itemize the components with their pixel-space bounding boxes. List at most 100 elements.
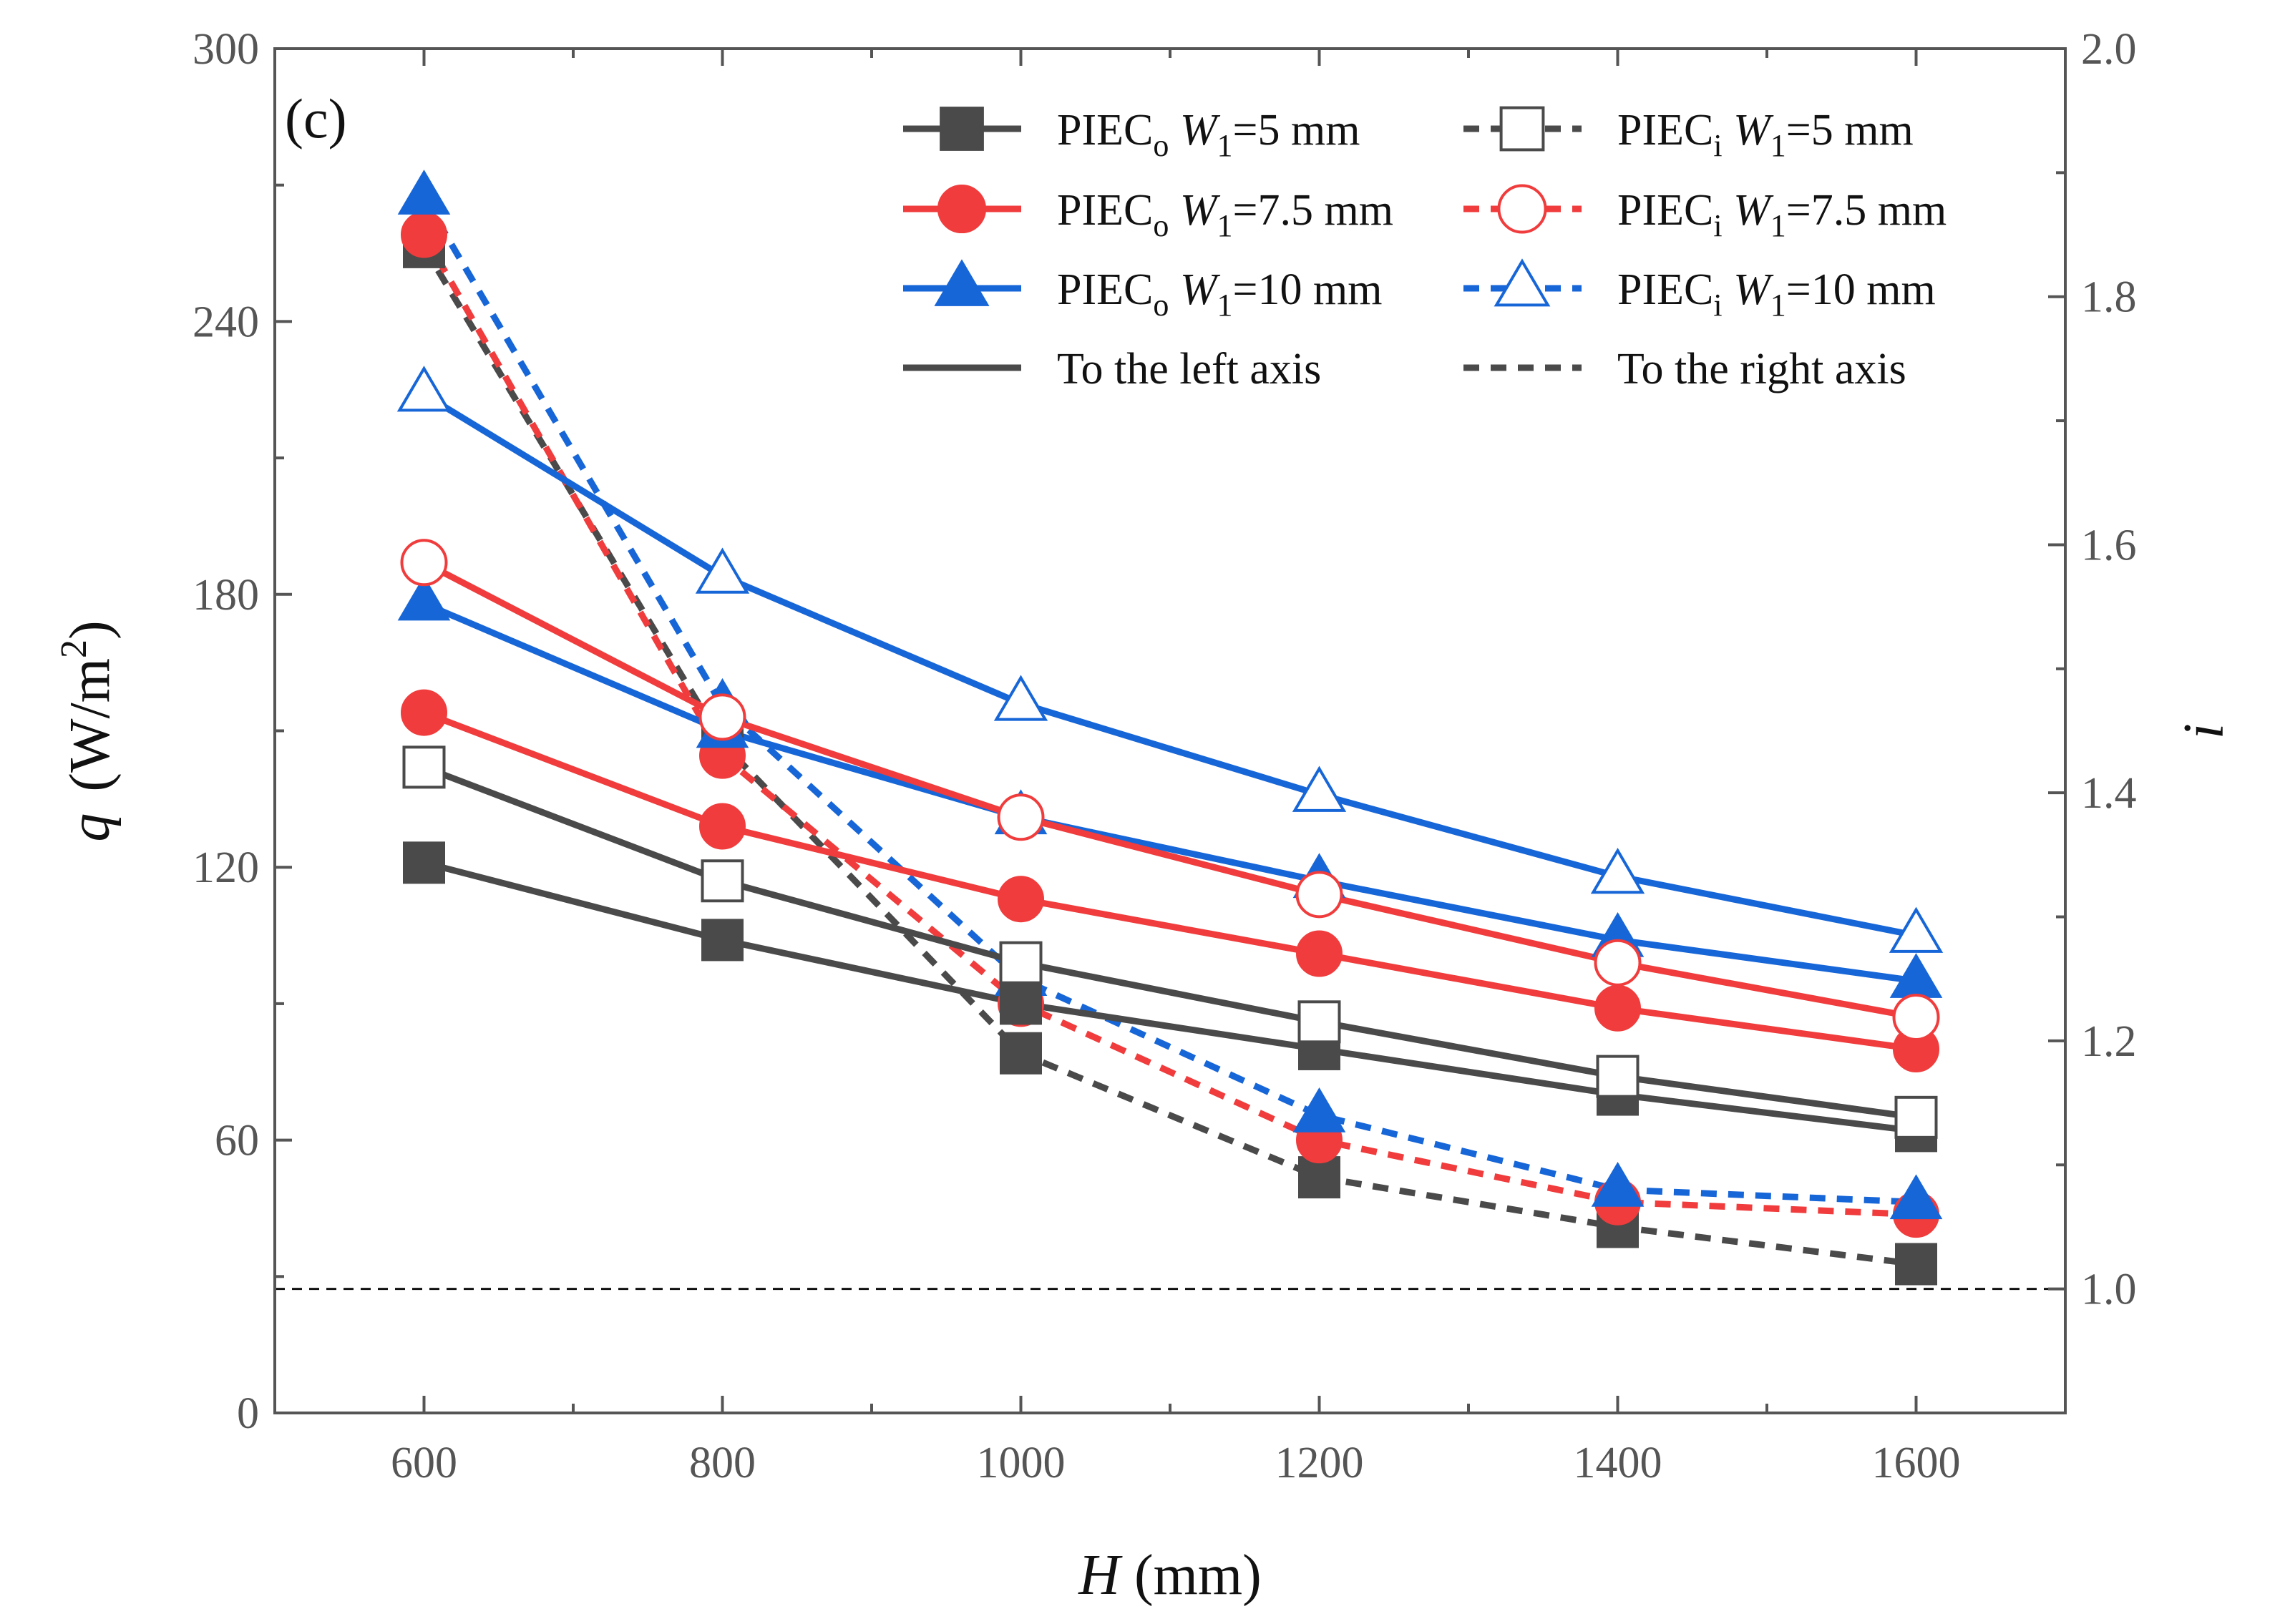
- series-line: [421, 195, 1916, 1205]
- x-tick-label: 1400: [1574, 1439, 1662, 1487]
- legend-label-part: i: [1713, 128, 1722, 163]
- y-axis-left-title: q(W/m2): [54, 620, 122, 841]
- legend-label-part: PIEC: [1057, 265, 1153, 314]
- y-left-tick-label: 0: [237, 1389, 259, 1438]
- legend-label-part: [1169, 265, 1180, 314]
- data-point: [701, 859, 744, 903]
- legend-label: PIECo W1=7.5 mm: [1057, 186, 1393, 243]
- legend-label-part: [1169, 106, 1180, 155]
- legend-label-part: 1: [1217, 128, 1233, 163]
- legend-label-part: 1: [1770, 288, 1786, 323]
- y-axis-right-title: i: [2173, 723, 2236, 739]
- plot-area: [275, 49, 2065, 1413]
- y-left-tick-label: 120: [193, 843, 259, 892]
- data-point: [993, 675, 1048, 721]
- data-point: [401, 211, 447, 258]
- series-line: [422, 709, 1917, 1052]
- legend-label-part: PIEC: [1617, 265, 1713, 314]
- data-point: [403, 841, 445, 884]
- legend-label-part: o: [1153, 128, 1169, 163]
- legend-label-part: i: [1713, 208, 1722, 243]
- x-tick-label: 1000: [977, 1439, 1066, 1487]
- legend-marker: [1497, 184, 1547, 234]
- data-point: [699, 803, 746, 850]
- legend-label: To the left axis: [1057, 345, 1321, 393]
- data-point: [1298, 1156, 1340, 1199]
- data-point: [1295, 871, 1343, 919]
- legend-label-part: W: [1180, 265, 1221, 314]
- series-line: [422, 764, 1917, 1121]
- x-axis-title: H (mm): [1078, 1544, 1262, 1607]
- data-point: [1590, 847, 1645, 894]
- legend-label-part: 1: [1770, 208, 1786, 243]
- data-point: [400, 539, 448, 587]
- data-point: [1591, 1161, 1645, 1207]
- data-point: [698, 693, 746, 741]
- legend-marker: [937, 184, 987, 234]
- y-left-tick-label: 60: [215, 1117, 259, 1165]
- data-point: [1292, 765, 1347, 812]
- series-line: [422, 391, 1917, 939]
- series-line: [422, 559, 1917, 1021]
- axis-layer: 600 800 1000 1200 1400 1600 0 60 120 180 240 300 1.0…: [193, 25, 2137, 1487]
- legend-label-part: [1723, 265, 1734, 314]
- legend-label: PIECo W1=10 mm: [1057, 265, 1382, 323]
- legend-label-part: W: [1180, 106, 1221, 155]
- data-point: [1292, 1087, 1346, 1133]
- legend-label-part: 1: [1217, 288, 1233, 323]
- data-point: [1895, 1243, 1937, 1286]
- data-point: [1000, 982, 1042, 1025]
- legend-label-part: =5 mm: [1786, 106, 1914, 155]
- legend-label: PIECi W1=5 mm: [1617, 106, 1914, 163]
- legend-label: PIECi W1=10 mm: [1617, 265, 1936, 323]
- legend-label-part: 1: [1217, 208, 1233, 243]
- legend-label: PIECi W1=7.5 mm: [1617, 186, 1947, 243]
- data-point: [1894, 1095, 1938, 1139]
- data-point: [1596, 1055, 1640, 1098]
- series-layer: [396, 170, 1944, 1286]
- x-tick-label: 800: [689, 1439, 756, 1487]
- legend-label-part: i: [1713, 288, 1722, 323]
- data-point: [396, 366, 452, 412]
- legend-label: To the right axis: [1617, 345, 1906, 393]
- y-left-tick-label: 180: [193, 571, 259, 620]
- legend-label-part: W: [1733, 186, 1774, 235]
- y-right-tick-label: 1.6: [2081, 521, 2137, 569]
- data-point: [1296, 930, 1343, 977]
- legend-marker: [934, 259, 990, 306]
- data-point: [998, 876, 1044, 923]
- legend-label-part: [1723, 186, 1734, 235]
- legend-label-part: =10 mm: [1786, 265, 1936, 314]
- legend-label: PIECo W1=5 mm: [1057, 106, 1360, 163]
- panel-label: (c): [285, 87, 347, 150]
- legend-label-part: [1723, 106, 1734, 155]
- legend-marker: [1494, 258, 1551, 307]
- legend-label-part: PIEC: [1617, 186, 1713, 235]
- legend-label-part: =7.5 mm: [1786, 186, 1947, 235]
- legend-label-part: PIEC: [1057, 186, 1153, 235]
- x-tick-label: 1200: [1275, 1439, 1364, 1487]
- legend-label-part: [1169, 186, 1180, 235]
- data-point: [1000, 1032, 1042, 1075]
- data-point: [401, 689, 447, 736]
- y-left-tick-label: 240: [193, 298, 259, 346]
- legend-label-part: W: [1733, 265, 1774, 314]
- y-left-tick-label: 300: [193, 25, 259, 74]
- legend-label-part: PIEC: [1617, 106, 1713, 155]
- data-point: [695, 547, 750, 594]
- legend-label-part: W: [1733, 106, 1774, 155]
- legend-label-part: =5 mm: [1233, 106, 1360, 155]
- data-point: [999, 941, 1043, 984]
- x-tick-label: 1600: [1872, 1439, 1961, 1487]
- legend-label-part: o: [1153, 288, 1169, 323]
- data-point: [397, 575, 451, 621]
- data-point: [1889, 1174, 1943, 1220]
- series-line: [421, 233, 1916, 1218]
- series-line: [421, 245, 1917, 1268]
- data-point: [397, 170, 451, 215]
- legend-label-part: PIEC: [1057, 106, 1153, 155]
- series-line: [423, 859, 1917, 1135]
- y-right-tick-label: 2.0: [2081, 25, 2137, 74]
